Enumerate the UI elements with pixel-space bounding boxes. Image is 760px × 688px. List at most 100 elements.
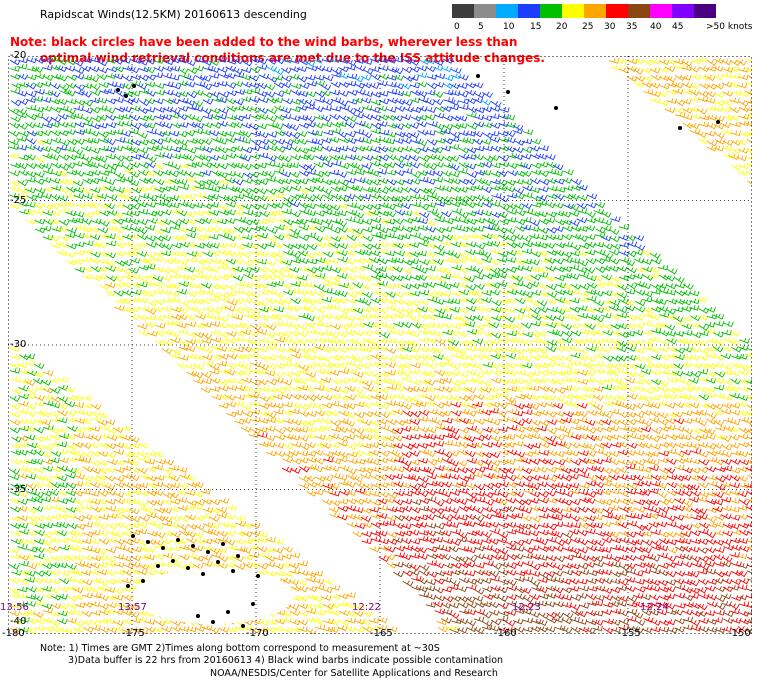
- wind-barb: [355, 177, 366, 184]
- wind-barb: [682, 380, 693, 387]
- wind-barb: [392, 115, 404, 122]
- wind-barb: [209, 364, 220, 371]
- wind-barb: [545, 356, 557, 363]
- wind-barb: [153, 298, 165, 306]
- wind-barb: [706, 140, 718, 147]
- wind-barb: [488, 571, 500, 578]
- wind-barb: [745, 420, 752, 426]
- wind-barb: [538, 186, 549, 193]
- wind-barb: [257, 107, 269, 114]
- wind-barb: [193, 481, 204, 488]
- wind-barb: [128, 233, 140, 240]
- wind-barb: [282, 249, 294, 256]
- wind-barb: [488, 473, 500, 480]
- wind-barb: [145, 314, 157, 321]
- wind-barb: [200, 170, 212, 176]
- wind-barb: [336, 171, 348, 178]
- wind-barb: [161, 507, 173, 514]
- wind-barb: [434, 216, 445, 223]
- wind-barb: [723, 321, 734, 328]
- wind-barb: [691, 561, 702, 568]
- wind-barb: [169, 506, 180, 513]
- wind-barb: [225, 242, 237, 248]
- wind-barb: [176, 193, 188, 200]
- wind-barb: [489, 419, 501, 426]
- wind-barb: [291, 83, 302, 90]
- wind-barb: [74, 121, 86, 128]
- wind-barb: [225, 209, 236, 216]
- wind-barb: [529, 259, 540, 266]
- wind-barb: [25, 514, 37, 522]
- wind-barb: [273, 168, 285, 174]
- wind-barb: [529, 370, 541, 377]
- wind-barb: [681, 82, 693, 89]
- wind-barb: [137, 169, 149, 176]
- wind-barb: [458, 418, 470, 425]
- wind-barb: [257, 132, 269, 139]
- wind-barb: [298, 403, 310, 411]
- wind-barb: [705, 392, 717, 399]
- wind-barb: [434, 434, 445, 441]
- wind-barb: [624, 260, 636, 267]
- wind-barb: [18, 569, 30, 576]
- wind-barb: [272, 547, 284, 554]
- wind-barb: [706, 491, 718, 497]
- wind-barb: [65, 108, 76, 115]
- wind-barb: [90, 403, 102, 411]
- wind-barb: [616, 514, 627, 520]
- wind-barb: [185, 321, 197, 328]
- wind-barb: [354, 378, 366, 385]
- wind-barb: [488, 408, 499, 414]
- wind-barb: [306, 464, 317, 470]
- wind-barb: [34, 88, 45, 95]
- wind-barb: [401, 460, 412, 467]
- wind-barb: [40, 496, 52, 503]
- wind-barb: [234, 322, 245, 329]
- wind-barb: [209, 274, 221, 281]
- wind-barb: [698, 451, 709, 458]
- wind-barb: [249, 401, 261, 407]
- wind-barb: [82, 201, 94, 208]
- wind-barb: [169, 297, 180, 303]
- wind-barb: [201, 332, 212, 340]
- wind-barb: [74, 418, 86, 424]
- wind-barb: [370, 401, 382, 407]
- wind-barb: [121, 473, 133, 480]
- wind-barb: [208, 73, 220, 79]
- wind-barb: [9, 497, 21, 505]
- wind-barb: [648, 499, 660, 506]
- wind-barb: [417, 225, 429, 231]
- wind-barb: [362, 113, 374, 121]
- wind-barb: [441, 394, 453, 400]
- wind-barb: [194, 344, 206, 351]
- wind-barb: [217, 147, 229, 154]
- wind-barb: [225, 137, 237, 144]
- wind-barb: [601, 468, 613, 475]
- wind-barb: [545, 345, 557, 353]
- wind-barb: [264, 217, 276, 223]
- wind-barb: [216, 56, 228, 63]
- wind-barb: [650, 529, 661, 535]
- wind-barb: [307, 177, 318, 184]
- wind-barb: [240, 385, 252, 392]
- wind-barb: [408, 75, 420, 81]
- wind-barb: [512, 553, 524, 560]
- wind-barb: [674, 570, 686, 577]
- wind-barb: [699, 522, 710, 529]
- wind-barb: [290, 106, 302, 113]
- wind-barb: [442, 417, 453, 424]
- wind-barb: [641, 512, 652, 519]
- wind-barb: [74, 232, 85, 239]
- wind-barb: [721, 72, 732, 78]
- wind-barb: [712, 499, 724, 506]
- wind-barb: [201, 155, 212, 162]
- wind-barb: [498, 363, 510, 370]
- wind-barb: [456, 536, 468, 543]
- wind-barb: [257, 300, 269, 307]
- wind-barb: [192, 267, 204, 274]
- wind-barb: [698, 330, 710, 337]
- wind-barb: [201, 162, 213, 169]
- wind-barb: [617, 467, 628, 474]
- wind-barb: [360, 74, 372, 81]
- wind-barb: [226, 385, 238, 391]
